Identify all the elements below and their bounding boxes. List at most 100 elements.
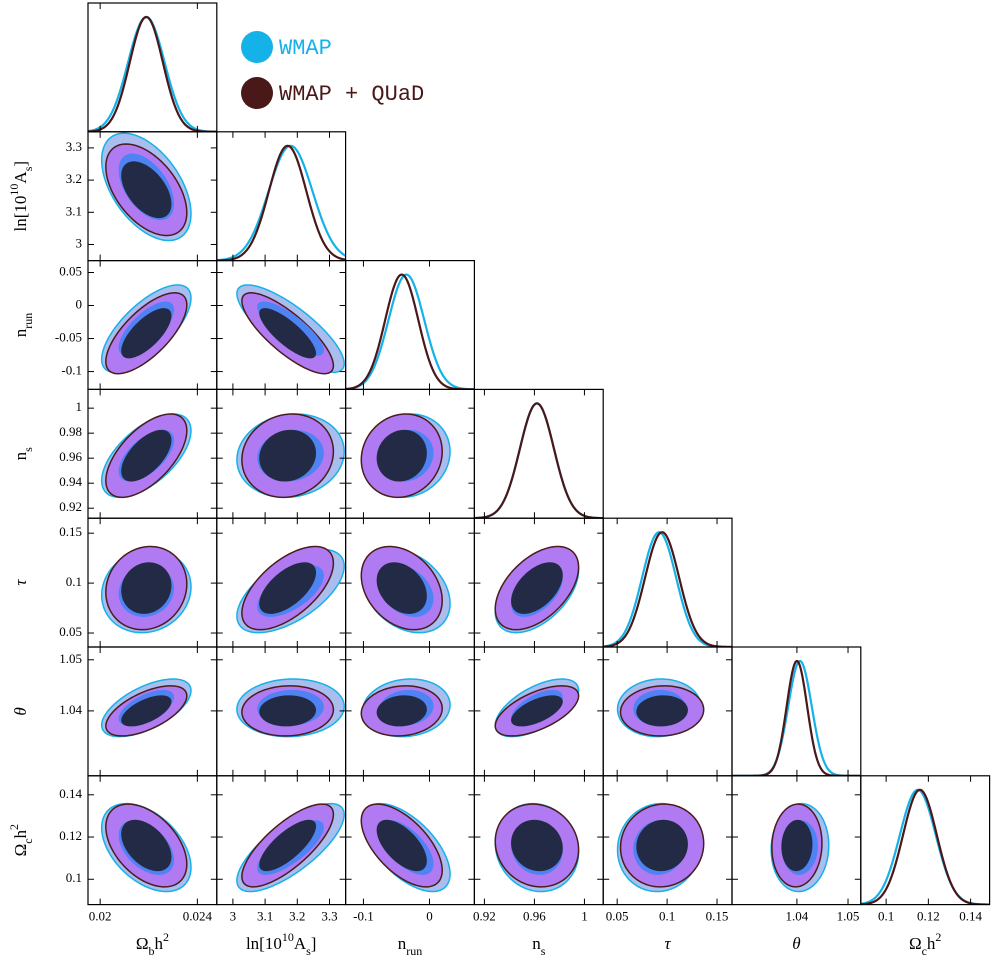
contour — [636, 695, 688, 727]
y-tick-label: 0.12 — [59, 828, 82, 843]
axis-label: ns — [532, 934, 546, 958]
density-curve — [474, 402, 604, 519]
panel — [770, 802, 830, 893]
x-tick-label: 3 — [230, 909, 237, 924]
panel — [494, 545, 580, 634]
panel — [360, 678, 451, 738]
panel-frame — [473, 388, 604, 519]
x-tick-label: 0.92 — [473, 909, 496, 924]
y-tick-label: 3.2 — [66, 171, 82, 186]
panel — [360, 802, 451, 893]
axis-label: θ — [11, 707, 30, 715]
y-tick-label: 1.04 — [59, 702, 82, 717]
axis-label: ns — [11, 447, 35, 461]
contour — [121, 819, 172, 872]
label-part: Ω — [136, 934, 149, 953]
contour — [259, 695, 317, 727]
legend-swatch — [241, 31, 273, 63]
contour — [376, 562, 427, 614]
panel — [494, 802, 580, 893]
panel — [236, 545, 345, 634]
panel — [732, 659, 861, 776]
y-tick-label: 0.92 — [59, 499, 82, 514]
density-curve — [603, 531, 733, 648]
y-tick-label: 0.96 — [59, 449, 82, 464]
contour — [121, 429, 172, 482]
contour — [121, 161, 172, 219]
label-part: h — [154, 934, 163, 953]
label-part: s — [21, 447, 35, 452]
y-tick-label: 1 — [76, 399, 83, 414]
y-tick-label: 3 — [76, 235, 83, 250]
y-tick-label: 3.1 — [66, 203, 82, 218]
x-tick-label: 1.05 — [837, 909, 860, 924]
label-part: Ω — [11, 844, 30, 857]
density-curve — [732, 659, 861, 776]
label-part: ] — [311, 934, 317, 953]
contour — [259, 308, 317, 359]
x-tick-label: -0.1 — [353, 909, 374, 924]
density-curve — [860, 788, 990, 905]
label-part: 2 — [7, 824, 21, 830]
contour — [511, 695, 563, 727]
x-tick-label: 0.12 — [917, 909, 940, 924]
contour — [121, 562, 172, 614]
axis-label: ln[1010As] — [7, 161, 35, 232]
density-curve — [345, 273, 475, 390]
density-curve — [216, 144, 346, 261]
label-part: τ — [11, 579, 30, 586]
density-curve — [603, 531, 732, 648]
panel — [236, 284, 345, 375]
axis-label: Ωch2 — [7, 824, 35, 856]
contour — [121, 308, 172, 359]
panel — [100, 545, 192, 634]
y-tick-label: -0.05 — [55, 330, 82, 345]
panel — [236, 678, 345, 738]
axis-label: ln[1010As] — [246, 930, 317, 958]
contour — [121, 695, 172, 727]
panel — [100, 802, 192, 893]
axis-label: Ωch2 — [909, 930, 941, 958]
label-part: 2 — [163, 930, 169, 944]
y-tick-label: 0.94 — [59, 474, 82, 489]
panel — [236, 802, 345, 893]
x-tick-label: 0.14 — [959, 909, 982, 924]
panel — [360, 413, 451, 499]
label-part: θ — [11, 707, 30, 715]
panel — [100, 132, 192, 242]
label-part: 10 — [282, 930, 294, 944]
label-part: A — [294, 934, 307, 953]
x-tick-label: 1.04 — [786, 909, 809, 924]
label-part: c — [21, 838, 35, 843]
y-tick-label: 0.1 — [66, 574, 82, 589]
contour — [259, 429, 317, 482]
label-part: θ — [792, 934, 800, 953]
x-tick-label: 0.1 — [659, 909, 675, 924]
x-tick-label: 0.96 — [523, 909, 546, 924]
legend-label: WMAP + QUaD — [279, 82, 424, 107]
x-tick-label: 0.1 — [878, 909, 894, 924]
y-tick-label: 0.05 — [59, 263, 82, 278]
axis-label: Ωbh2 — [136, 930, 169, 958]
density-curve — [345, 273, 475, 390]
x-tick-label: 0.024 — [183, 909, 213, 924]
label-part: h — [11, 829, 30, 838]
x-tick-label: 3.2 — [289, 909, 305, 924]
label-part: 10 — [7, 184, 21, 196]
contour — [511, 562, 563, 614]
x-tick-label: 0.05 — [606, 909, 629, 924]
x-tick-label: 1 — [581, 909, 588, 924]
panel — [616, 802, 705, 893]
contour — [781, 819, 813, 872]
y-tick-label: 0.1 — [66, 870, 82, 885]
x-tick-label: 0.15 — [706, 909, 729, 924]
label-part: b — [148, 944, 154, 958]
panel — [345, 273, 475, 390]
panel-frame — [860, 775, 991, 906]
legend-swatch — [241, 77, 273, 109]
contour — [259, 819, 317, 872]
label-part: ln[10 — [246, 934, 282, 953]
y-tick-label: 1.05 — [59, 651, 82, 666]
label-part: run — [21, 313, 35, 329]
